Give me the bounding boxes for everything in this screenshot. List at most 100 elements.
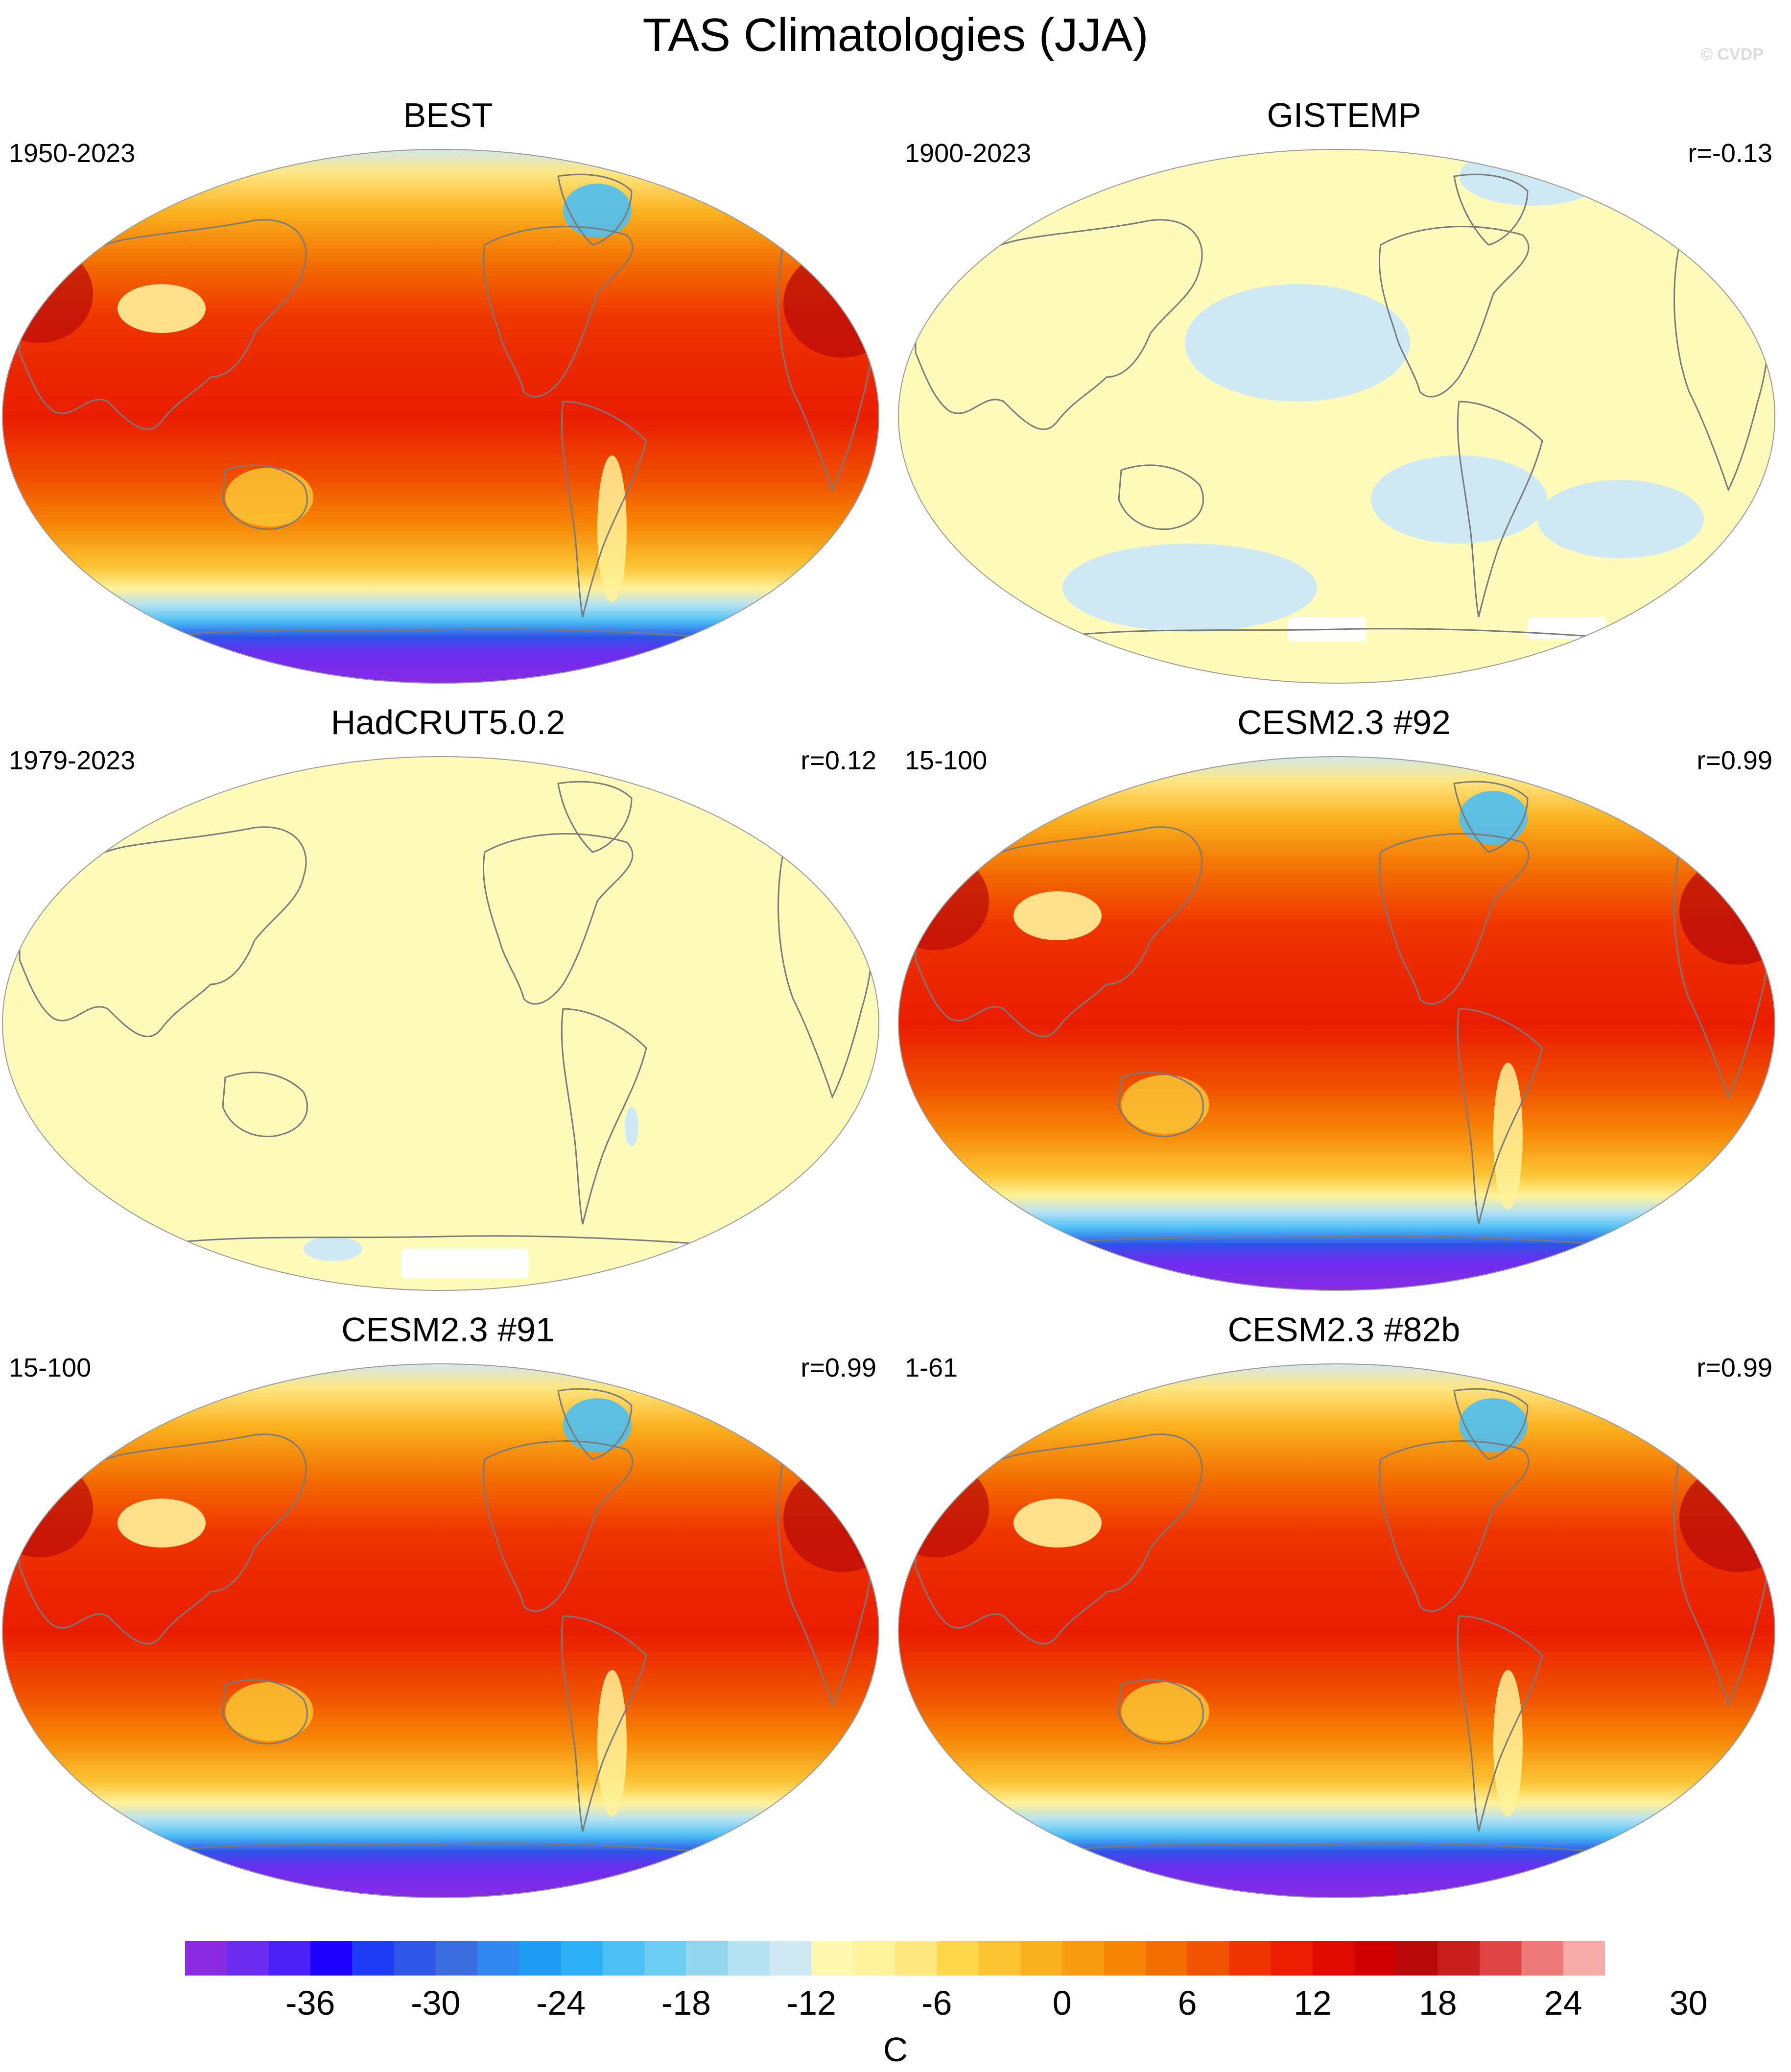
colorbar-swatch: [1521, 1941, 1564, 1976]
patagonia-cool-area: [625, 1107, 638, 1146]
period-label: 1-61: [905, 1353, 958, 1382]
coastline: [161, 1235, 735, 1247]
map-panel: CESM2.3 #91 15-100 r=0.99: [0, 1308, 896, 1915]
andes-cool-spot: [597, 1670, 627, 1817]
coastline: [557, 781, 633, 853]
colorbar-tick-label: 18: [1418, 1984, 1457, 2022]
colorbar-swatch: [1271, 1941, 1313, 1976]
colorbar-swatch: [1563, 1941, 1605, 1976]
colorbar-swatch: [394, 1941, 436, 1976]
australia-warm: [1121, 1075, 1209, 1134]
colorbar-tick-label: -36: [285, 1984, 335, 2022]
colorbar-tick-label: 0: [1052, 1984, 1072, 2022]
colorbar-swatch: [1396, 1941, 1438, 1976]
correlation-label: r=-0.13: [1688, 139, 1772, 168]
coastline: [1057, 1235, 1631, 1247]
greenland-cold-spot: [563, 184, 632, 238]
panel-title: GISTEMP: [1267, 96, 1421, 134]
coastline: [557, 173, 633, 246]
map-panel: CESM2.3 #92 15-100 r=0.99: [896, 700, 1791, 1308]
map-outline: [898, 1363, 1775, 1898]
temperature-field: [898, 1364, 1775, 1898]
correlation-label: r=0.12: [801, 746, 876, 775]
colorbar-tick-label: 30: [1669, 1984, 1708, 2022]
coastline: [1378, 1440, 1530, 1612]
map-outline: [2, 149, 879, 684]
missing-data-area: [1528, 617, 1606, 639]
australia-warm: [1121, 1682, 1209, 1741]
correlation-label: r=0.99: [1697, 1353, 1772, 1382]
coastline: [1457, 1615, 1543, 1832]
arctic-cool-area: [1459, 149, 1606, 206]
andes-cool-spot: [1493, 1063, 1523, 1210]
map-outline: [2, 1363, 879, 1898]
temperature-field: [2, 1364, 879, 1898]
coastline: [482, 1440, 634, 1612]
watermark: © CVDP: [1700, 45, 1764, 64]
colorbar-swatch: [352, 1941, 394, 1976]
map-panel: HadCRUT5.0.2 1979-2023 r=0.12: [0, 700, 896, 1308]
colorbar-swatch: [1104, 1941, 1146, 1976]
colorbar-swatch: [1145, 1941, 1188, 1976]
coastline: [561, 1008, 647, 1225]
period-label: 1979-2023: [9, 746, 136, 775]
colorbar-swatch: [1438, 1941, 1480, 1976]
colorbar-swatch: [477, 1941, 519, 1976]
southern-ocean-cool-area: [1062, 544, 1317, 632]
colorbar-swatch: [185, 1941, 227, 1976]
world-map: [2, 149, 879, 684]
missing-data-area: [401, 1249, 529, 1278]
coastline: [222, 1072, 308, 1138]
panel-title: HadCRUT5.0.2: [330, 703, 566, 741]
coastline: [222, 1679, 308, 1745]
period-label: 15-100: [905, 746, 988, 775]
tibet-cool-spot: [118, 1499, 206, 1548]
map-panel: BEST 1950-2023: [0, 93, 896, 700]
colorbar-tick-label: -24: [536, 1984, 586, 2022]
colorbar-swatch: [1312, 1941, 1355, 1976]
coastline: [482, 226, 634, 398]
australia-warm: [225, 1682, 313, 1741]
colorbar-swatch: [686, 1941, 729, 1976]
coastline: [19, 826, 307, 1038]
correlation-label: r=0.99: [801, 1353, 876, 1382]
coastline: [1057, 1842, 1631, 1855]
colorbar-swatch: [1020, 1941, 1062, 1976]
coastline: [915, 1433, 1203, 1645]
coastline: [161, 1842, 735, 1855]
map-outline: [898, 149, 1775, 684]
coastline: [161, 628, 735, 640]
panel-title: BEST: [403, 96, 493, 134]
colorbar: [185, 1941, 1605, 1976]
colorbar-swatch: [435, 1941, 478, 1976]
temperature-field: [2, 757, 879, 1290]
colorbar-swatch: [1229, 1941, 1272, 1976]
coastline: [1453, 781, 1529, 853]
coastline: [222, 464, 308, 530]
tibet-cool-spot: [118, 284, 206, 333]
coastline: [1378, 833, 1530, 1005]
atlantic-cool-area: [1537, 480, 1704, 558]
map-panel: GISTEMP 1900-2023 r=-0.13: [896, 93, 1791, 700]
map-outline: [898, 756, 1775, 1291]
page-title: TAS Climatologies (JJA): [642, 9, 1149, 61]
temperature-field: [898, 149, 1775, 683]
andes-cool-spot: [597, 455, 627, 602]
coastline: [561, 401, 647, 618]
coastline: [1457, 1008, 1543, 1225]
coastline: [1118, 1679, 1204, 1745]
colorbar-swatch: [1187, 1941, 1229, 1976]
coastline: [561, 1615, 647, 1832]
colorbar-swatch: [1354, 1941, 1397, 1976]
south-pacific-cool-area: [1371, 455, 1547, 544]
colorbar-tick-label: -30: [411, 1984, 461, 2022]
missing-data-area: [676, 1244, 725, 1263]
colorbar-tick-label: -6: [921, 1984, 952, 2022]
colorbar-swatch: [519, 1941, 562, 1976]
colorbar-tick-label: 12: [1294, 1984, 1332, 2022]
australia-warm: [225, 468, 313, 526]
coastline: [1118, 1072, 1204, 1138]
colorbar-swatch: [602, 1941, 645, 1976]
coastline: [557, 1388, 633, 1460]
colorbar-swatch: [1062, 1941, 1104, 1976]
